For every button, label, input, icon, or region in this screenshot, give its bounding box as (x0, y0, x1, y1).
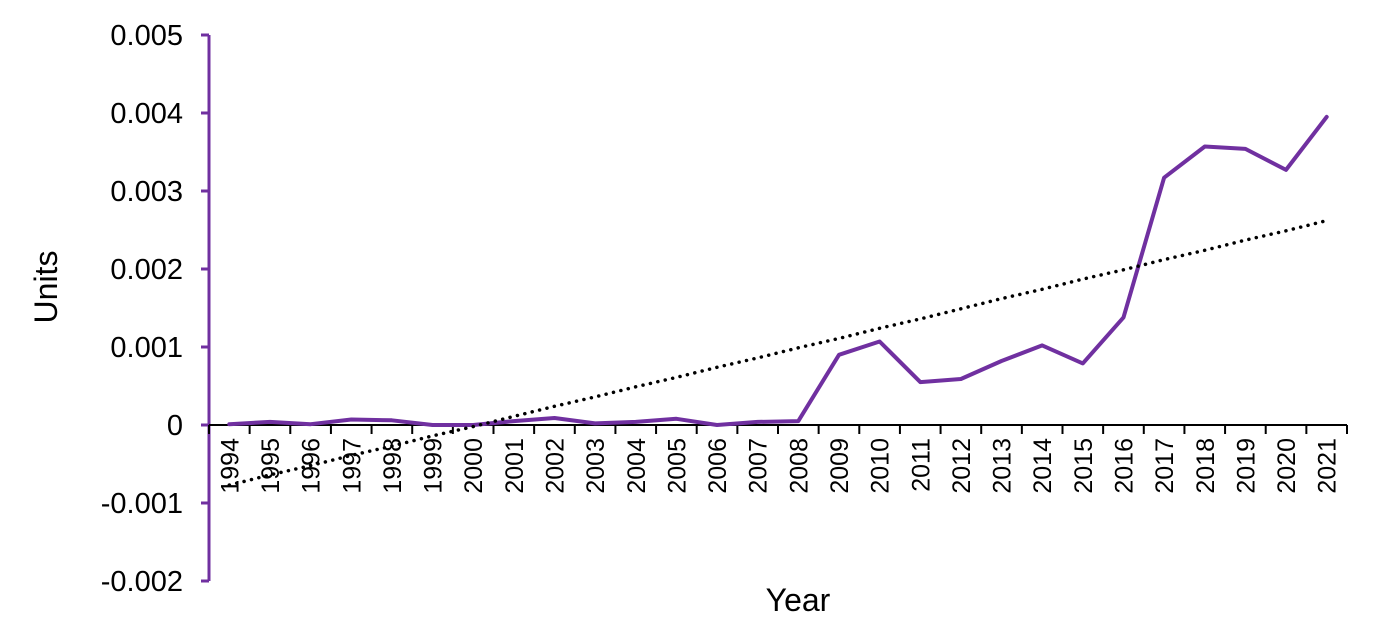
x-tick-label: 2008 (785, 438, 813, 494)
x-tick-label: 2018 (1192, 438, 1220, 494)
x-tick-label: 2001 (501, 438, 529, 494)
x-tick-label: 2019 (1232, 438, 1260, 494)
x-tick-label: 2000 (460, 438, 488, 494)
x-tick-label: 1995 (257, 438, 285, 494)
x-tick-label: 2003 (582, 438, 610, 494)
x-tick-label: 2005 (663, 438, 691, 494)
x-tick-label: 2002 (541, 438, 569, 494)
y-tick-label: 0.004 (110, 98, 183, 130)
x-tick-label: 2013 (989, 438, 1017, 494)
y-axis-title: Units (28, 251, 64, 324)
x-tick-label: 2020 (1273, 438, 1301, 494)
x-tick-label: 2016 (1110, 438, 1138, 494)
y-tick-label: 0.001 (110, 332, 183, 364)
y-tick-label: 0.002 (110, 254, 183, 286)
y-tick-label: -0.001 (101, 488, 183, 520)
x-tick-label: 2014 (1029, 438, 1057, 494)
y-tick-label: 0 (167, 410, 183, 442)
trendline (227, 218, 1329, 487)
y-tick-label: -0.002 (101, 566, 183, 598)
x-axis: 1994 1995 1996 1997 1998 1999 2000 2001 2002 2003… (208, 424, 1348, 494)
y-axis: -0.002 -0.001 0 0.001 0.002 0.003 0.004 0.005 (101, 20, 211, 598)
x-tick-label: 2011 (907, 438, 935, 492)
y-tick-label: 0.003 (110, 176, 183, 208)
x-tick-label: 2006 (704, 438, 732, 494)
x-tick-label: 2004 (623, 438, 651, 494)
x-tick-label: 1997 (338, 438, 366, 494)
x-axis-title: Year (766, 582, 831, 618)
x-tick-label: 2021 (1314, 438, 1342, 494)
series-layer (227, 114, 1329, 487)
x-tick-label: 2017 (1151, 438, 1179, 494)
x-tick-label: 2010 (867, 438, 895, 494)
x-tick-label: 1999 (420, 438, 448, 494)
x-tick-label: 2007 (745, 438, 773, 494)
y-tick-label: 0.005 (110, 20, 183, 52)
x-tick-label: 2012 (948, 438, 976, 494)
x-tick-label: 2009 (826, 438, 854, 494)
series-line (227, 114, 1329, 427)
x-tick-label: 2015 (1070, 438, 1098, 494)
